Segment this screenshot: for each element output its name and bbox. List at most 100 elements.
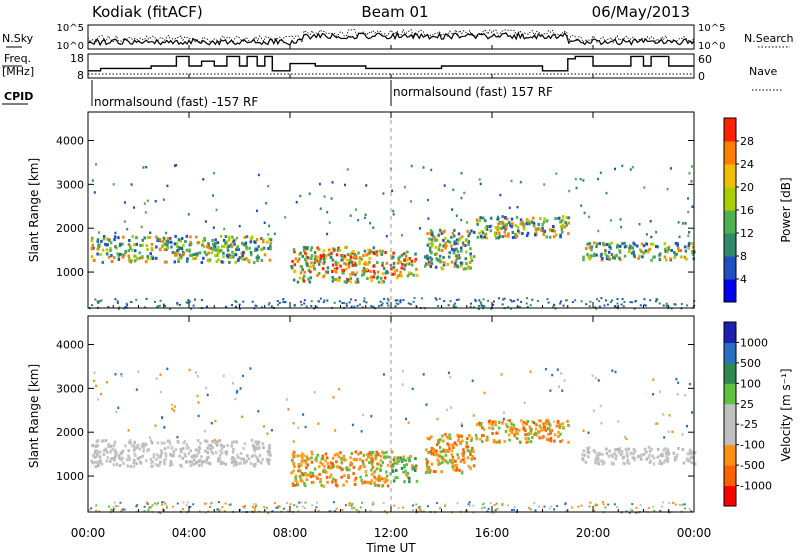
echo-cell bbox=[117, 236, 120, 240]
echo-cell bbox=[618, 256, 621, 260]
echo-cell bbox=[244, 244, 247, 247]
echo-cell bbox=[514, 430, 518, 434]
echo-cell bbox=[328, 475, 332, 479]
echo-cell bbox=[664, 458, 667, 462]
echo-cell bbox=[370, 472, 374, 476]
scatter-cell bbox=[145, 165, 148, 169]
echo-cell bbox=[414, 252, 417, 256]
scatter-cell bbox=[478, 178, 481, 181]
scatter-cell bbox=[363, 216, 366, 220]
echo-cell bbox=[468, 261, 472, 265]
echo-cell bbox=[205, 439, 209, 443]
echo-cell bbox=[408, 271, 411, 275]
echo-cell bbox=[297, 463, 301, 467]
echo-cell bbox=[393, 269, 397, 273]
echo-cell bbox=[106, 237, 109, 241]
echo-cell bbox=[359, 451, 363, 455]
noise-cell bbox=[185, 301, 188, 304]
scatter-cell bbox=[144, 211, 147, 214]
echo-cell bbox=[180, 464, 184, 468]
echo-cell bbox=[244, 241, 248, 245]
echo-cell bbox=[176, 251, 180, 255]
echo-cell bbox=[449, 436, 452, 440]
echo-cell bbox=[118, 464, 122, 468]
echo-cell bbox=[516, 437, 519, 440]
echo-cell bbox=[319, 478, 323, 481]
echo-cell bbox=[656, 245, 659, 249]
echo-cell bbox=[232, 254, 235, 258]
echo-cell bbox=[590, 254, 593, 258]
scatter-cell bbox=[197, 401, 200, 404]
scatter-cell bbox=[97, 398, 100, 401]
noise-cell bbox=[489, 502, 492, 505]
scatter-cell bbox=[213, 438, 216, 442]
noise-cell bbox=[363, 300, 366, 303]
echo-cell bbox=[488, 225, 491, 228]
echo-cell bbox=[661, 452, 664, 456]
noise-cell bbox=[418, 506, 421, 508]
echo-cell bbox=[181, 456, 184, 460]
echo-cell bbox=[559, 224, 563, 228]
noise-cell bbox=[598, 300, 601, 303]
echo-cell bbox=[367, 455, 370, 459]
echo-cell bbox=[504, 216, 507, 219]
echo-cell bbox=[308, 265, 312, 269]
echo-cell bbox=[369, 450, 373, 454]
echo-cell bbox=[299, 271, 303, 275]
echo-cell bbox=[340, 254, 344, 258]
echo-cell bbox=[91, 236, 94, 240]
echo-cell bbox=[642, 251, 646, 255]
echo-cell bbox=[107, 445, 110, 449]
velocity-ylabel: Slant Range [km] bbox=[27, 364, 41, 468]
echo-cell bbox=[209, 462, 212, 466]
echo-cell bbox=[462, 267, 466, 271]
echo-cell bbox=[132, 254, 136, 258]
echo-cell bbox=[451, 455, 455, 459]
echo-cell bbox=[677, 249, 681, 253]
noise-cell bbox=[511, 509, 513, 511]
echo-cell bbox=[507, 221, 511, 225]
echo-cell bbox=[512, 426, 516, 430]
echo-cell bbox=[439, 243, 442, 247]
echo-cell bbox=[319, 254, 322, 258]
echo-cell bbox=[664, 451, 668, 455]
echo-cell bbox=[151, 257, 155, 260]
scatter-cell bbox=[239, 387, 242, 390]
echo-cell bbox=[242, 447, 245, 451]
echo-cell bbox=[542, 229, 545, 233]
echo-cell bbox=[396, 458, 399, 462]
noise-cell bbox=[219, 509, 222, 511]
scatter-cell bbox=[445, 408, 448, 412]
echo-cell bbox=[690, 242, 694, 246]
echo-cell bbox=[471, 455, 474, 459]
echo-cell bbox=[114, 235, 117, 239]
echo-cell bbox=[414, 257, 417, 261]
echo-cell bbox=[448, 433, 451, 437]
noise-cell bbox=[455, 299, 458, 301]
nsky-lines bbox=[87, 28, 695, 47]
echo-cell bbox=[296, 259, 300, 263]
echo-cell bbox=[303, 472, 307, 476]
nsearch-tick-bottom: 10^0 bbox=[698, 41, 725, 52]
scatter-cell bbox=[223, 227, 226, 231]
noise-cell bbox=[333, 301, 336, 304]
echo-cell bbox=[448, 251, 451, 255]
echo-cell bbox=[549, 428, 553, 432]
noise-cell bbox=[329, 510, 332, 513]
noise-cell bbox=[562, 304, 565, 307]
echo-cell bbox=[185, 443, 189, 447]
noise-cell bbox=[397, 506, 400, 509]
echo-cell bbox=[331, 279, 335, 283]
scatter-cell bbox=[137, 370, 140, 373]
echo-cell bbox=[324, 459, 327, 463]
echo-cell bbox=[94, 445, 98, 449]
echo-cell bbox=[268, 458, 271, 462]
noise-cell bbox=[387, 299, 390, 302]
echo-cell bbox=[164, 454, 168, 458]
noise-cell bbox=[116, 301, 119, 304]
echo-cell bbox=[546, 422, 549, 426]
scatter-cell bbox=[688, 172, 691, 175]
scatter-cell bbox=[460, 218, 463, 222]
echo-cell bbox=[455, 257, 459, 261]
echo-cell bbox=[628, 247, 631, 251]
